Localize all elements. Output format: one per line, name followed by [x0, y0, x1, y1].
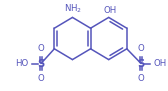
Text: O: O — [138, 44, 144, 53]
Text: S: S — [137, 59, 145, 69]
Text: O: O — [138, 74, 144, 83]
Text: OH: OH — [103, 6, 116, 15]
Text: O: O — [38, 74, 44, 83]
Text: S: S — [37, 59, 45, 69]
Text: O: O — [38, 44, 44, 53]
Text: OH: OH — [154, 59, 167, 68]
Text: NH$_2$: NH$_2$ — [64, 3, 82, 15]
Text: HO: HO — [15, 59, 29, 68]
